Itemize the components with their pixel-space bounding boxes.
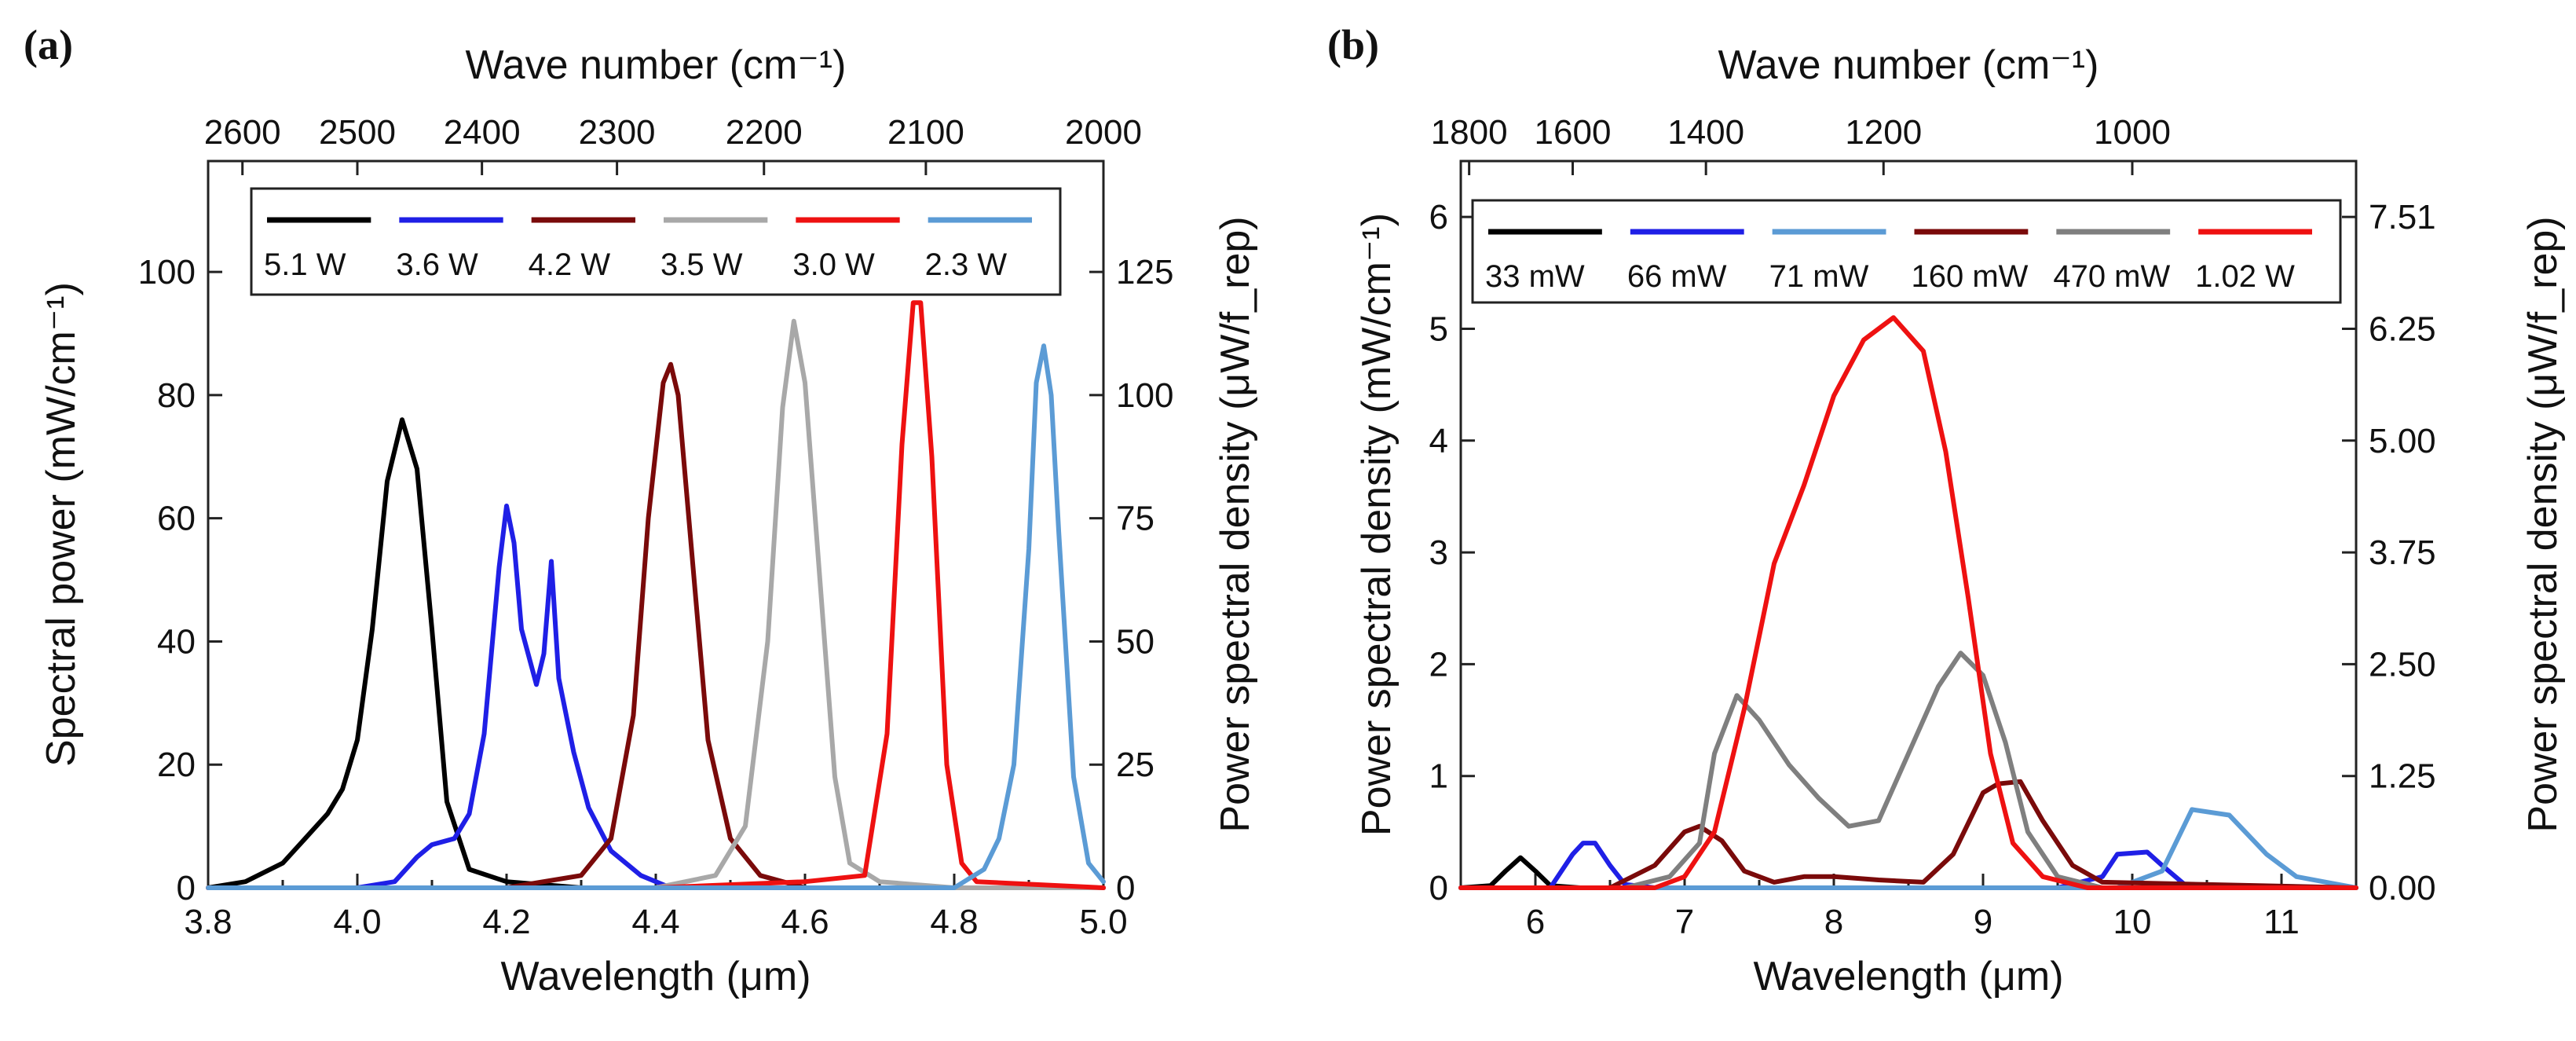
panel-b-legend-box bbox=[1471, 199, 2342, 304]
panel-b-top-tick-label: 1400 bbox=[1667, 113, 1744, 152]
panel-a-x-tick-label: 4.0 bbox=[333, 903, 381, 941]
panel-a-top-tick-label: 2300 bbox=[579, 113, 656, 152]
panel-a-y-right-tick-label: 0 bbox=[1116, 869, 1135, 907]
panel-a-legend-entry: 2.3 W bbox=[925, 247, 1008, 282]
panel-b-y-right-tick-label: 2.50 bbox=[2369, 645, 2436, 684]
panel-a-y-tick-label: 80 bbox=[157, 376, 196, 415]
panel-b-legend-entry: 66 mW bbox=[1627, 259, 1727, 294]
panel-b-y-tick-label: 1 bbox=[1429, 757, 1448, 796]
panel-b-y-right-tick-label: 6.25 bbox=[2369, 310, 2436, 348]
panel-a-top-tick-label: 2400 bbox=[444, 113, 521, 152]
panel-a-y-right-tick-label: 100 bbox=[1116, 376, 1173, 415]
panel-a-legend-entry: 5.1 W bbox=[264, 247, 346, 282]
panel-a-ylabel-right: Power spectral density (μW/f_rep) bbox=[1213, 216, 1258, 832]
panel-a-y-tick-label: 60 bbox=[157, 500, 196, 538]
panel-b-x-tick-label: 10 bbox=[2113, 903, 2152, 941]
panel-a-top-tick-label: 2600 bbox=[204, 113, 281, 152]
panel-a-x-tick-label: 5.0 bbox=[1079, 903, 1127, 941]
panel-b-top-tick-label: 1800 bbox=[1431, 113, 1508, 152]
panel-b-series-line bbox=[1458, 807, 2358, 890]
panel-b-series-line bbox=[1458, 779, 2358, 890]
panel-a-series-line bbox=[206, 318, 1106, 890]
panel-a-x-tick-label: 4.2 bbox=[482, 903, 530, 941]
panel-b-top-tick-label: 1600 bbox=[1535, 113, 1612, 152]
panel-a-y-tick-label: 20 bbox=[157, 746, 196, 784]
panel-a-series-line bbox=[206, 343, 1106, 890]
panel-a-legend-entry: 4.2 W bbox=[529, 247, 611, 282]
panel-b-xlabel: Wavelength (μm) bbox=[1753, 954, 2063, 999]
panel-a-y-tick-label: 100 bbox=[138, 253, 196, 291]
panel-b-y-tick-label: 6 bbox=[1429, 198, 1448, 236]
panel-a-y-right-tick-label: 50 bbox=[1116, 622, 1154, 661]
panel-b-y-tick-label: 4 bbox=[1429, 422, 1448, 460]
panel-a-legend-entry: 3.0 W bbox=[792, 247, 875, 282]
panel-a-y-tick-label: 40 bbox=[157, 622, 196, 661]
panel-b-ylabel-right: Power spectral density (μW/f_rep) bbox=[2520, 216, 2566, 832]
panel-a-y-right-tick-label: 25 bbox=[1116, 746, 1154, 784]
panel-b-label: (b) bbox=[1327, 21, 1379, 68]
panel-a-y-right-tick-label: 75 bbox=[1116, 500, 1154, 538]
panel-b-top-tick-label: 1200 bbox=[1845, 113, 1922, 152]
panel-b-top-xlabel: Wave number (cm⁻¹) bbox=[1718, 42, 2099, 88]
panel-b-x-tick-label: 11 bbox=[2263, 903, 2300, 941]
panel-a-x-tick-label: 4.4 bbox=[631, 903, 679, 941]
panel-b-legend-entry: 1.02 W bbox=[2195, 259, 2295, 294]
panel-b-y-right-tick-label: 3.75 bbox=[2369, 533, 2436, 572]
panel-a-series-line bbox=[206, 361, 1106, 890]
panel-b-x-tick-label: 6 bbox=[1526, 903, 1545, 941]
panel-b-y-tick-label: 5 bbox=[1429, 310, 1448, 348]
panel-b-series-line bbox=[1458, 315, 2358, 890]
panel-a-x-tick-label: 4.6 bbox=[781, 903, 829, 941]
panel-b-y-right-tick-label: 5.00 bbox=[2369, 422, 2436, 460]
panel-b-x-tick-label: 7 bbox=[1675, 903, 1694, 941]
panel-b-y-right-tick-label: 7.51 bbox=[2369, 198, 2436, 236]
panel-b-legend-entry: 33 mW bbox=[1485, 259, 1585, 294]
panel-a-legend-box bbox=[250, 187, 1062, 296]
panel-a-y-right-tick-label: 125 bbox=[1116, 253, 1173, 291]
panel-b-y-tick-label: 0 bbox=[1429, 869, 1448, 907]
panel-a-ylabel: Spectral power (mW/cm⁻¹) bbox=[38, 282, 84, 767]
panel-a-top-tick-label: 2100 bbox=[887, 113, 964, 152]
panel-b-legend-entry: 71 mW bbox=[1769, 259, 1869, 294]
panel-b-legend-entry: 160 mW bbox=[1912, 259, 2029, 294]
panel-b-y-right-tick-label: 0.00 bbox=[2369, 869, 2436, 907]
panel-a-x-tick-label: 3.8 bbox=[184, 903, 232, 941]
panel-a-x-tick-label: 4.8 bbox=[930, 903, 978, 941]
panel-a-top-tick-label: 2500 bbox=[319, 113, 396, 152]
panel-b-legend-entry: 470 mW bbox=[2053, 259, 2170, 294]
panel-b-x-tick-label: 8 bbox=[1824, 903, 1843, 941]
panel-b-top-tick-label: 1000 bbox=[2094, 113, 2171, 152]
panel-b-ylabel: Power spectral density (mW/cm⁻¹) bbox=[1354, 213, 1400, 836]
panel-b-y-right-tick-label: 1.25 bbox=[2369, 757, 2436, 796]
panel-a-top-tick-label: 2200 bbox=[726, 113, 803, 152]
panel-a-y-tick-label: 0 bbox=[177, 869, 196, 907]
panel-a-series-line bbox=[206, 417, 1106, 890]
panel-a-series-line bbox=[206, 504, 1106, 890]
panel-b-y-tick-label: 2 bbox=[1429, 645, 1448, 684]
panel-b-series-line bbox=[1458, 651, 2358, 890]
panel-b: (b) 6 7 8 9 10 11 1800 1600 1400 1200 1000 0 1 2 3 4 5 6 0.… bbox=[1327, 21, 2566, 999]
panel-a-xlabel: Wavelength (μm) bbox=[500, 954, 810, 999]
panel-a-legend-entry: 3.5 W bbox=[660, 247, 743, 282]
panel-a-label: (a) bbox=[24, 21, 73, 68]
panel-a-series-line bbox=[206, 300, 1106, 890]
panel-b-x-tick-label: 9 bbox=[1974, 903, 1992, 941]
panel-a-top-tick-label: 2000 bbox=[1065, 113, 1142, 152]
panel-a-legend-entry: 3.6 W bbox=[396, 247, 478, 282]
panel-a-top-xlabel: Wave number (cm⁻¹) bbox=[466, 42, 847, 88]
panel-b-y-tick-label: 3 bbox=[1429, 533, 1448, 572]
